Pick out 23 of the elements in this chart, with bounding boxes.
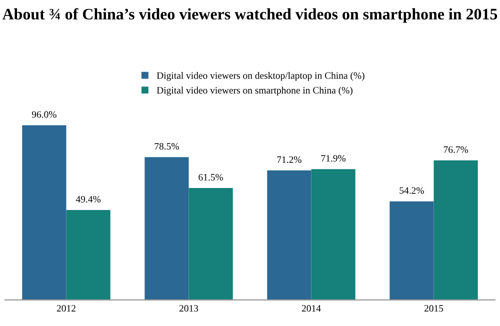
data-label: 71.2% <box>277 156 302 163</box>
data-label: 71.9% <box>321 155 346 162</box>
legend-label: Digital video viewers on desktop/laptop in China (%) <box>156 72 364 81</box>
bar <box>66 210 110 300</box>
bar <box>390 201 434 300</box>
data-label: 49.4% <box>76 196 101 203</box>
data-label: 54.2% <box>400 187 424 194</box>
data-label: 76.7% <box>444 146 468 153</box>
bar <box>267 170 312 300</box>
data-label: 61.5% <box>198 174 224 181</box>
bar <box>434 160 478 300</box>
bar <box>311 169 356 300</box>
x-tick-label: 2013 <box>179 305 198 312</box>
chart-title: About ¾ of China’s video viewers watched videos on smartphone in 2015 <box>2 8 498 23</box>
bar <box>22 125 66 300</box>
data-label: 78.5% <box>154 143 179 150</box>
x-tick-label: 2015 <box>424 305 444 312</box>
x-tick-label: 2014 <box>302 305 321 312</box>
bar <box>188 188 233 300</box>
legend-label: Digital video viewers on smartphone in China (%) <box>156 86 352 96</box>
data-label: 96.0% <box>32 111 56 118</box>
x-tick-label: 2012 <box>56 305 76 312</box>
bar <box>144 157 189 300</box>
